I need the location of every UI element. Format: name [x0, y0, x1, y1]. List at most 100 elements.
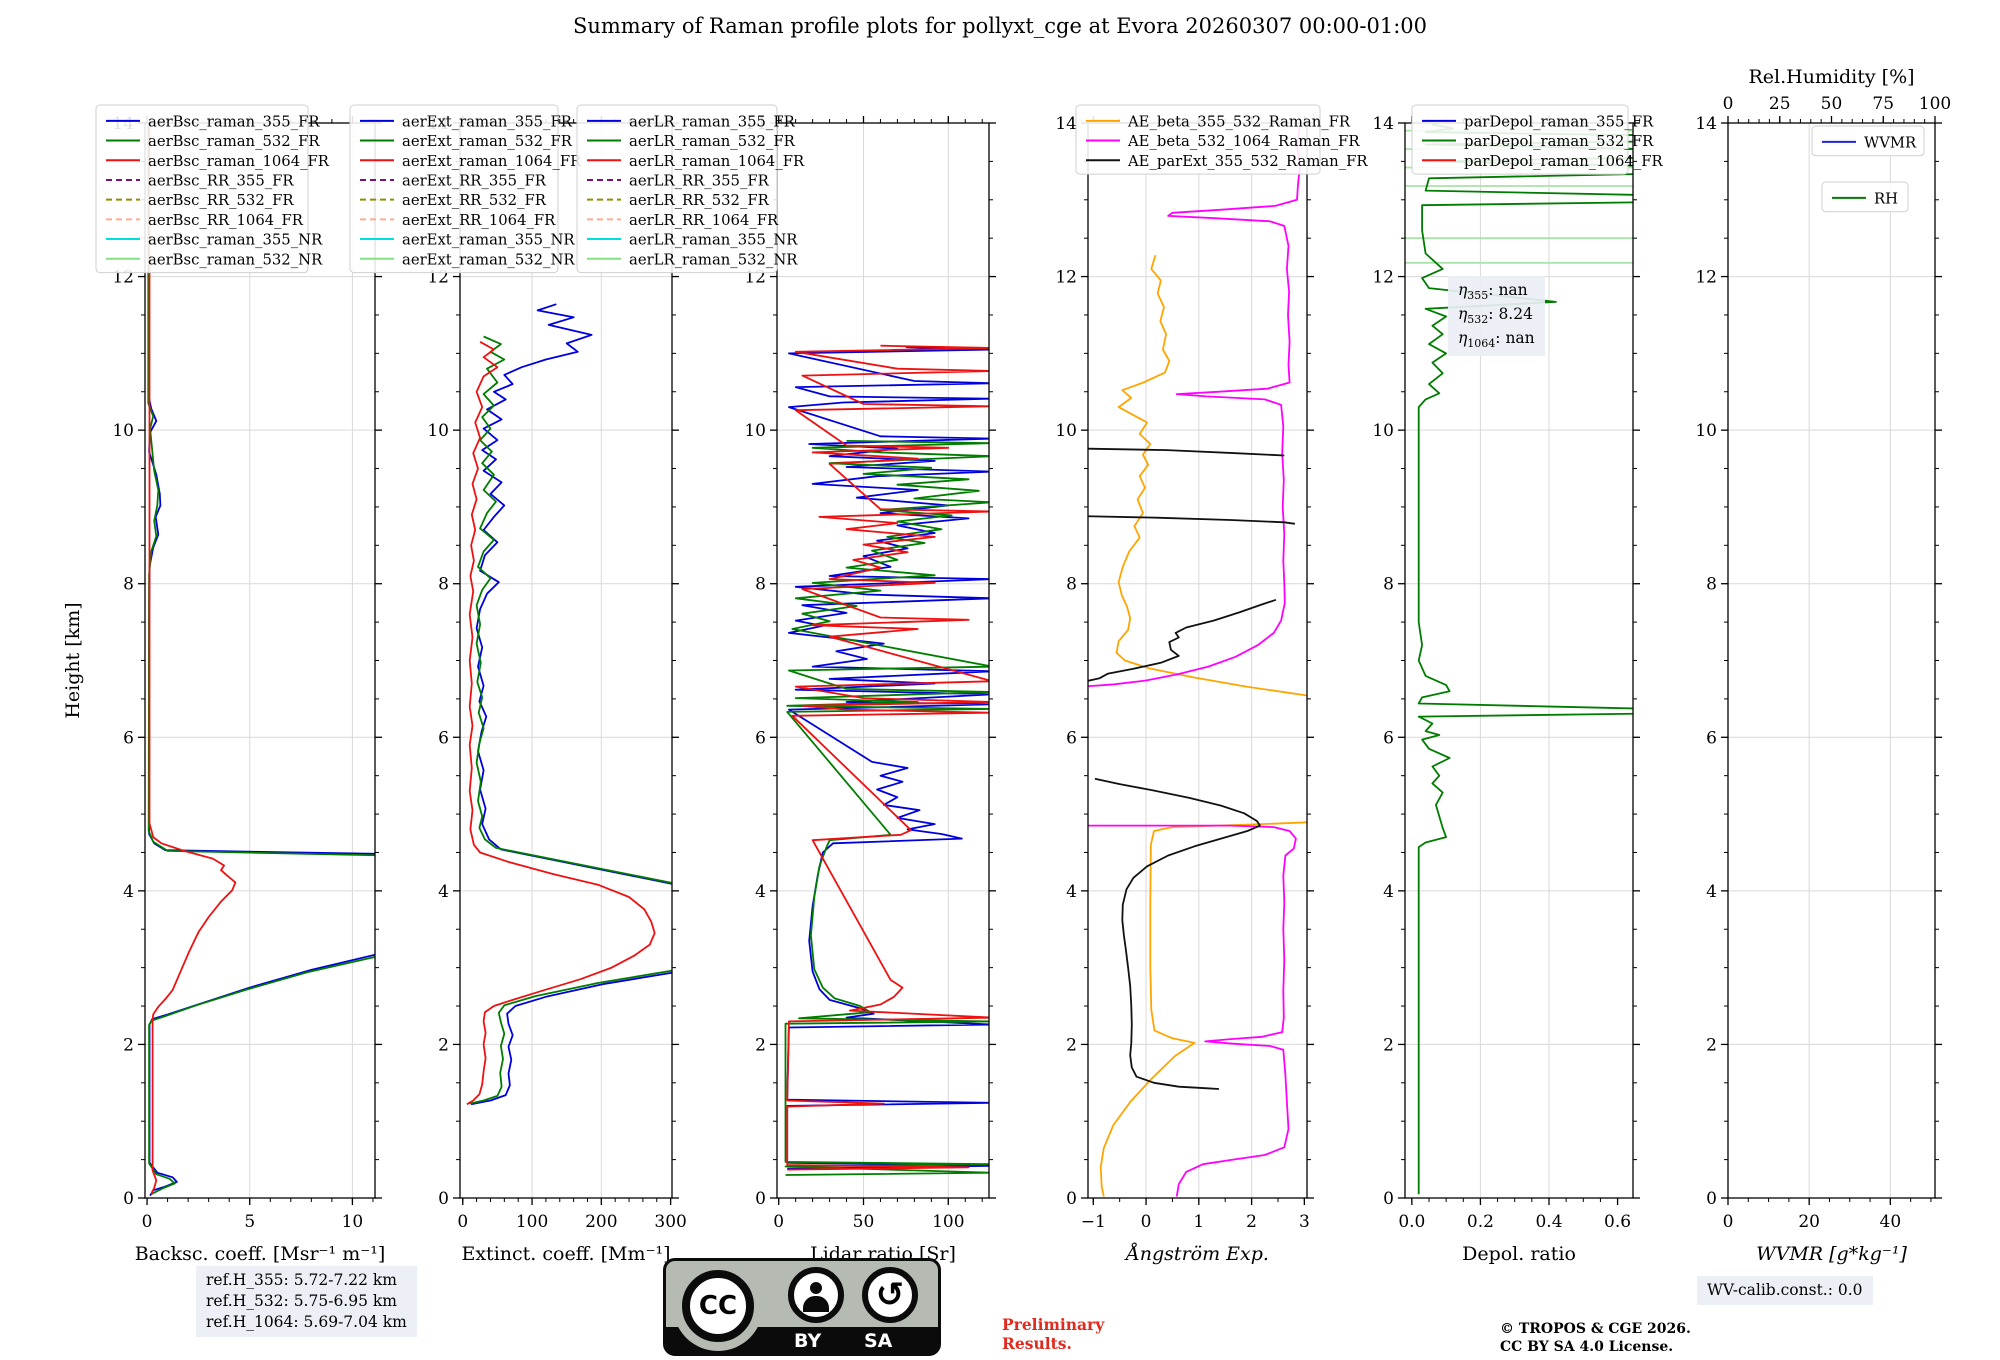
- series-parDepol_raman_532_FR: [1417, 123, 1633, 1195]
- ref-height-355: ref.H_355: 5.72-7.22 km: [206, 1271, 397, 1289]
- cc-by-sa-badge: CC ↺ BY SA: [663, 1258, 941, 1356]
- figure-title: Summary of Raman profile plots for polly…: [572, 14, 1428, 38]
- legend-label: aerExt_RR_355_FR: [402, 172, 547, 189]
- svg-text:0: 0: [123, 1189, 134, 1209]
- legend-label: aerExt_raman_1064_FR: [402, 153, 582, 170]
- svg-text:Extinct. coeff. [Mm⁻¹]: Extinct. coeff. [Mm⁻¹]: [461, 1243, 670, 1265]
- legend-label: aerBsc_RR_355_FR: [148, 172, 294, 189]
- svg-text:−1: −1: [1081, 1212, 1106, 1232]
- svg-text:14: 14: [1372, 114, 1394, 134]
- svg-text:12: 12: [1055, 268, 1077, 288]
- legend-lidar-ratio: aerLR_raman_355_FR aerLR_raman_532_FR aerL…: [576, 104, 805, 274]
- axes-frame: [1727, 122, 1936, 1199]
- eta-355-row: η355: nan: [1458, 281, 1528, 303]
- legend-label: WVMR: [1864, 134, 1917, 151]
- legend-label: aerBsc_raman_355_FR: [148, 113, 320, 130]
- svg-text:8: 8: [1383, 575, 1394, 595]
- svg-text:40: 40: [1880, 1212, 1902, 1232]
- axes-frame: [459, 122, 673, 1199]
- legend-label: aerBsc_raman_1064_FR: [148, 153, 330, 170]
- svg-text:10: 10: [1055, 421, 1077, 441]
- svg-text:0: 0: [1723, 94, 1734, 114]
- svg-text:0: 0: [438, 1189, 449, 1209]
- svg-text:8: 8: [1066, 575, 1077, 595]
- svg-text:0.6: 0.6: [1604, 1212, 1631, 1232]
- svg-text:4: 4: [1066, 882, 1077, 902]
- ref-height-532: ref.H_532: 5.75-6.95 km: [206, 1291, 397, 1310]
- svg-text:Ångström Exp.: Ångström Exp.: [1124, 1243, 1269, 1265]
- legend-label: aerLR_RR_355_FR: [629, 172, 770, 189]
- svg-text:8: 8: [1706, 575, 1717, 595]
- svg-text:50: 50: [1821, 94, 1843, 114]
- chart-extinction: 010020030002468101214Extinct. coeff. [Mm…: [427, 114, 686, 1265]
- axes-frame: [1087, 122, 1308, 1199]
- legend-label: aerLR_raman_355_NR: [629, 232, 798, 249]
- series-aerExt_raman_1064_FR: [466, 341, 656, 1106]
- svg-text:Backsc. coeff. [Msr⁻¹ m⁻¹]: Backsc. coeff. [Msr⁻¹ m⁻¹]: [135, 1243, 386, 1265]
- svg-text:25: 25: [1769, 94, 1791, 114]
- series-AE_parExt_355_532_Raman_FR_seg3: [1088, 598, 1277, 682]
- series-aerLR_raman_355_FR: [786, 346, 989, 1170]
- legend-label: aerBsc_RR_1064_FR: [148, 212, 304, 229]
- svg-text:300: 300: [654, 1212, 686, 1232]
- eta-annotation: η355: nan η532: 8.24 η1064: nan: [1448, 276, 1545, 356]
- legend-angstrom: AE_beta_355_532_Raman_FR AE_beta_532_1064…: [1075, 104, 1368, 175]
- svg-text:WVMR [g*kg⁻¹]: WVMR [g*kg⁻¹]: [1756, 1243, 1907, 1265]
- legend-label: parDepol_raman_355_FR: [1464, 113, 1654, 130]
- legend-label: aerBsc_RR_532_FR: [148, 192, 294, 209]
- eta-532-row: η532: 8.24: [1458, 304, 1533, 327]
- svg-text:0: 0: [1383, 1189, 1394, 1209]
- share-alike-arrow-icon: ↺: [862, 1267, 918, 1323]
- svg-text:3: 3: [1299, 1212, 1310, 1232]
- legend-label: aerExt_raman_532_NR: [402, 251, 575, 268]
- svg-text:6: 6: [123, 728, 134, 748]
- ref-height-1064: ref.H_1064: 5.69-7.04 km: [206, 1312, 407, 1331]
- svg-text:10: 10: [1372, 421, 1394, 441]
- series-aerExt_raman_532_FR: [469, 335, 672, 1105]
- svg-text:10: 10: [744, 421, 766, 441]
- svg-text:0: 0: [1066, 1189, 1077, 1209]
- svg-text:4: 4: [438, 882, 449, 902]
- series-aerBsc_raman_355_FR: [147, 124, 375, 1197]
- svg-text:10: 10: [1695, 421, 1717, 441]
- series-AE_parExt_355_532_Raman_FR_seg1: [1088, 447, 1285, 457]
- series-aerBsc_raman_1064_FR: [148, 124, 237, 1195]
- svg-text:0: 0: [1141, 1212, 1152, 1232]
- chart-lidar-ratio: 05010002468101214Lidar ratio [Sr]: [744, 114, 996, 1265]
- series-aerExt_raman_355_FR: [470, 303, 672, 1106]
- legend-label: aerBsc_raman_532_NR: [148, 251, 323, 268]
- cc-by-label: BY: [794, 1330, 822, 1352]
- legend-label: parDepol_raman_1064_FR: [1464, 153, 1663, 170]
- legend-label: RH: [1874, 190, 1898, 207]
- legend-label: AE_parExt_355_532_Raman_FR: [1127, 153, 1368, 170]
- series-aerBsc_raman_532_FR: [147, 124, 375, 1196]
- svg-text:1: 1: [1193, 1212, 1204, 1232]
- svg-text:6: 6: [438, 728, 449, 748]
- svg-text:6: 6: [1066, 728, 1077, 748]
- series-AE_parExt_355_532_Raman_FR_seg4: [1094, 777, 1261, 1090]
- svg-text:0: 0: [142, 1212, 153, 1232]
- legend-label: aerLR_RR_532_FR: [629, 192, 770, 209]
- legend-label: aerLR_raman_1064_FR: [629, 153, 805, 170]
- legend-backscatter: aerBsc_raman_355_FR aerBsc_raman_532_FRae…: [95, 104, 330, 274]
- attribution-person-icon: [788, 1267, 844, 1323]
- svg-text:4: 4: [1706, 882, 1717, 902]
- legend-label: aerExt_RR_1064_FR: [402, 212, 556, 229]
- svg-text:0: 0: [755, 1189, 766, 1209]
- svg-text:0: 0: [1723, 1212, 1734, 1232]
- chart-backscatter: 051002468101214Backsc. coeff. [Msr⁻¹ m⁻¹…: [62, 114, 385, 1265]
- svg-text:8: 8: [438, 575, 449, 595]
- preliminary-results-note: Preliminary Results.: [1002, 1315, 1105, 1353]
- svg-text:0: 0: [773, 1212, 784, 1232]
- legend-label: aerLR_raman_355_FR: [629, 113, 796, 130]
- svg-text:Depol. ratio: Depol. ratio: [1462, 1243, 1576, 1265]
- legend-label: aerBsc_raman_532_FR: [148, 133, 320, 150]
- series-AE_parExt_355_532_Raman_FR_seg2: [1088, 515, 1296, 525]
- svg-text:75: 75: [1872, 94, 1894, 114]
- svg-text:4: 4: [123, 882, 134, 902]
- legend-label: aerLR_raman_532_NR: [629, 251, 798, 268]
- series-aerLR_raman_532_FR: [784, 440, 989, 1176]
- svg-text:0.4: 0.4: [1535, 1212, 1562, 1232]
